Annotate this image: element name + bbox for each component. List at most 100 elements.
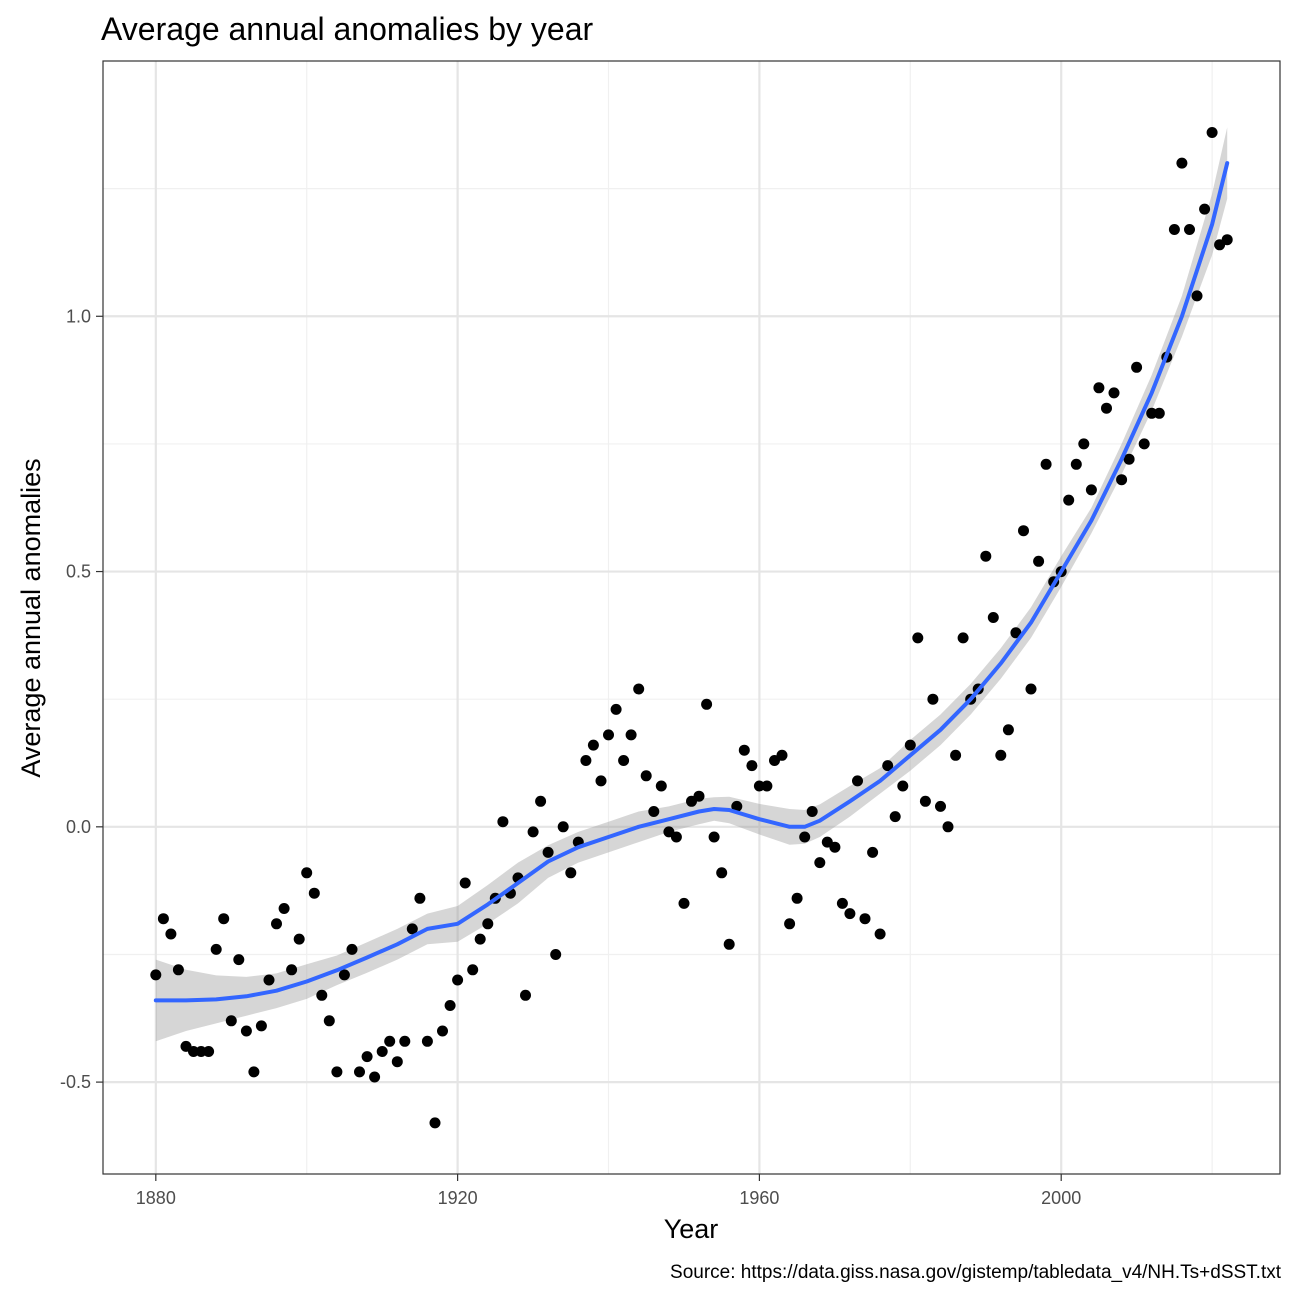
data-point xyxy=(829,841,841,853)
data-point xyxy=(761,780,773,792)
data-point xyxy=(1018,525,1029,537)
data-point xyxy=(625,729,637,741)
data-point xyxy=(950,749,962,761)
data-point xyxy=(535,795,547,807)
data-point xyxy=(806,806,818,817)
data-point xyxy=(331,1066,343,1078)
data-point xyxy=(799,831,811,843)
data-point xyxy=(919,795,931,807)
data-point xyxy=(1168,224,1180,235)
data-point xyxy=(482,918,494,930)
data-point xyxy=(384,1035,396,1047)
data-point xyxy=(738,744,750,756)
data-point xyxy=(603,729,614,741)
data-point xyxy=(323,1015,335,1027)
data-point xyxy=(935,800,946,812)
data-point xyxy=(301,867,313,879)
data-point xyxy=(995,749,1007,761)
data-point xyxy=(271,918,282,930)
data-point xyxy=(542,846,554,858)
data-point xyxy=(1085,484,1097,496)
panel-border xyxy=(102,60,1281,1175)
data-point xyxy=(708,831,720,843)
data-point xyxy=(1123,453,1135,465)
data-point xyxy=(791,892,803,904)
data-point xyxy=(1063,494,1075,506)
x-tick-label: 2000 xyxy=(1041,1188,1081,1208)
data-point xyxy=(655,780,667,792)
data-point xyxy=(859,913,871,925)
chart-caption: Source: https://data.giss.nasa.gov/giste… xyxy=(670,1262,1282,1283)
data-point xyxy=(557,821,569,833)
data-point xyxy=(225,1015,237,1027)
data-point xyxy=(1025,683,1037,695)
data-point xyxy=(240,1025,252,1037)
x-tick-label: 1920 xyxy=(438,1188,478,1208)
data-point xyxy=(670,831,682,843)
data-point xyxy=(731,800,743,812)
data-point xyxy=(1070,458,1082,470)
data-point xyxy=(1146,407,1158,419)
x-tick-label: 1960 xyxy=(739,1188,779,1208)
data-point xyxy=(610,703,622,715)
data-point xyxy=(255,1020,267,1032)
data-point xyxy=(452,974,464,986)
data-point xyxy=(248,1066,260,1078)
data-point xyxy=(565,867,577,879)
data-point xyxy=(429,1117,441,1129)
data-point xyxy=(1206,127,1218,138)
data-point xyxy=(497,816,509,828)
data-point xyxy=(346,943,358,955)
data-point xyxy=(1138,438,1150,450)
data-point xyxy=(640,770,652,782)
data-point xyxy=(746,760,758,772)
data-point xyxy=(165,928,177,940)
data-point xyxy=(874,928,886,940)
data-point xyxy=(414,892,426,904)
data-point xyxy=(474,933,486,945)
data-point xyxy=(1002,724,1014,736)
data-point xyxy=(889,811,901,823)
data-point xyxy=(912,632,924,644)
data-point xyxy=(987,612,999,623)
data-point xyxy=(897,780,909,792)
data-point xyxy=(852,775,863,787)
grid-layer xyxy=(103,61,1280,1174)
data-point xyxy=(233,954,245,966)
data-point xyxy=(218,913,230,925)
data-point xyxy=(157,913,169,925)
data-point xyxy=(814,857,826,869)
data-point xyxy=(369,1071,381,1083)
data-point xyxy=(633,683,645,695)
data-point xyxy=(286,964,298,976)
y-tick-label: 1.0 xyxy=(66,306,91,326)
y-tick-label: 0.0 xyxy=(66,817,91,837)
data-point xyxy=(1116,474,1128,486)
data-point xyxy=(1010,627,1022,639)
data-point xyxy=(1093,382,1105,394)
tick-layer: 1880 1920 1960 2000 -0.5 0.0 0.5 1.0 xyxy=(60,306,1081,1208)
data-point xyxy=(467,964,479,976)
data-point xyxy=(723,938,735,950)
data-point xyxy=(150,969,162,981)
data-point xyxy=(172,964,184,976)
line-layer xyxy=(153,161,1230,1003)
data-point xyxy=(1199,203,1211,215)
y-tick-label: -0.5 xyxy=(60,1072,91,1092)
data-point xyxy=(776,749,788,761)
data-point xyxy=(354,1066,365,1078)
data-point xyxy=(1040,458,1052,470)
data-point xyxy=(361,1051,373,1063)
data-point xyxy=(678,897,690,909)
data-point xyxy=(399,1035,411,1047)
data-point xyxy=(693,790,705,802)
data-point xyxy=(1184,224,1195,235)
data-point xyxy=(437,1025,448,1037)
data-point xyxy=(421,1035,433,1047)
data-point xyxy=(587,739,599,751)
data-point xyxy=(1131,361,1143,373)
data-point xyxy=(595,775,607,787)
data-point xyxy=(648,806,660,817)
